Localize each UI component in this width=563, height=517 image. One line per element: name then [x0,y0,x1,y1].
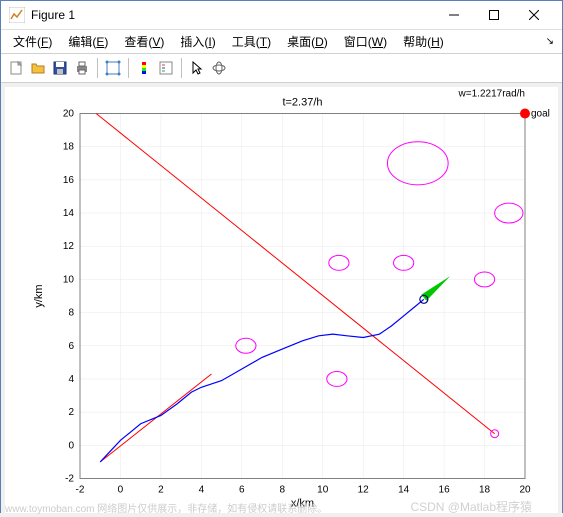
svg-text:8: 8 [68,308,74,319]
svg-text:10: 10 [317,485,329,496]
window-title: Figure 1 [31,8,434,22]
svg-text:12: 12 [358,485,370,496]
toolbar-separator [181,58,182,78]
save-button[interactable] [49,57,71,79]
menubar-overflow-icon[interactable]: ↘ [546,36,554,47]
toolbar-separator [128,58,129,78]
svg-text:8: 8 [279,485,285,496]
menu-item-d[interactable]: 桌面(D) [279,30,336,53]
menu-item-e[interactable]: 编辑(E) [60,30,116,53]
close-button[interactable] [514,1,554,29]
svg-text:4: 4 [68,374,74,385]
new-figure-button[interactable] [5,57,27,79]
maximize-button[interactable] [474,1,514,29]
toolbar-separator [97,58,98,78]
svg-text:14: 14 [398,485,410,496]
pointer-button[interactable] [186,57,208,79]
svg-text:goal: goal [531,109,550,120]
menu-item-h[interactable]: 帮助(H) [395,30,452,53]
svg-text:6: 6 [239,485,245,496]
svg-text:-2: -2 [65,474,74,485]
svg-text:y/km: y/km [33,284,45,307]
insert-legend-button[interactable] [155,57,177,79]
svg-text:14: 14 [63,208,75,219]
svg-text:12: 12 [63,241,75,252]
edit-plot-button[interactable] [102,57,124,79]
insert-colorbar-button[interactable] [133,57,155,79]
menu-item-v[interactable]: 查看(V) [116,30,172,53]
svg-text:18: 18 [63,142,75,153]
svg-text:10: 10 [63,274,75,285]
svg-text:2: 2 [158,485,164,496]
svg-text:20: 20 [63,109,75,120]
svg-text:18: 18 [479,485,491,496]
svg-text:20: 20 [519,485,531,496]
svg-text:16: 16 [63,175,75,186]
svg-text:t=2.37/h: t=2.37/h [282,97,322,109]
svg-text:0: 0 [68,440,74,451]
svg-text:2: 2 [68,407,74,418]
matlab-figure-icon [9,7,25,23]
menu-item-t[interactable]: 工具(T) [224,30,279,53]
minimize-button[interactable] [434,1,474,29]
svg-text:0: 0 [118,485,124,496]
open-button[interactable] [27,57,49,79]
menu-item-w[interactable]: 窗口(W) [336,30,395,53]
plot-canvas[interactable]: -2 0 2 4 6 8 10 12 14 16 18 20 -2 0 2 4 6 8 10 12 14 16 18 20 t=… [5,87,558,513]
menu-item-f[interactable]: 文件(F) [5,30,60,53]
figure-window: Figure 1 文件(F)编辑(E)查看(V)插入(I)工具(T)桌面(D)窗… [0,0,563,513]
menu-item-i[interactable]: 插入(I) [172,30,223,53]
svg-text:w=1.2217rad/h: w=1.2217rad/h [458,89,525,100]
svg-text:16: 16 [439,485,451,496]
watermark-right: CSDN @Matlab程序猿 [410,498,532,515]
svg-text:4: 4 [199,485,205,496]
menubar: 文件(F)编辑(E)查看(V)插入(I)工具(T)桌面(D)窗口(W)帮助(H)… [1,30,562,53]
rotate-3d-button[interactable] [208,57,230,79]
titlebar: Figure 1 [1,1,562,30]
svg-text:-2: -2 [76,485,85,496]
toolbar [1,53,562,83]
plot-area: -2 0 2 4 6 8 10 12 14 16 18 20 -2 0 2 4 6 8 10 12 14 16 18 20 t=… [1,83,562,517]
chart: -2 0 2 4 6 8 10 12 14 16 18 20 -2 0 2 4 6 8 10 12 14 16 18 20 t=… [5,87,558,513]
print-button[interactable] [71,57,93,79]
svg-text:6: 6 [68,341,74,352]
